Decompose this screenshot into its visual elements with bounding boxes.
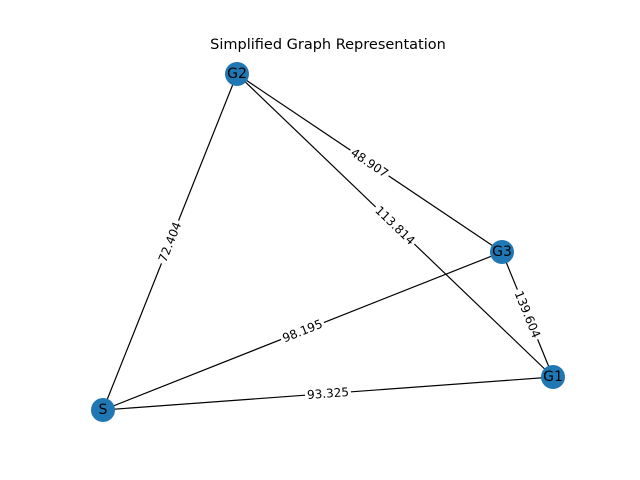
chart-title: Simplified Graph Representation (210, 37, 446, 53)
node-label: S (99, 402, 108, 418)
edge-label-background (370, 201, 420, 250)
node-g1: G1 (541, 365, 565, 389)
edge-label-group: 93.325 (304, 383, 352, 404)
edge-label-g3-g1: 139.604 (512, 289, 544, 340)
node-circle (541, 365, 565, 389)
edge-label-g2-g3: 48.907 (348, 145, 391, 180)
edge-label-background (509, 286, 546, 343)
edge-label-g2-g1: 113.814 (372, 203, 418, 247)
edge-label-background (278, 315, 327, 347)
node-label: G3 (492, 244, 512, 260)
node-g2: G2 (225, 62, 249, 86)
edge-label-background (304, 383, 352, 404)
node-label: G2 (227, 66, 247, 82)
node-circle (225, 62, 249, 86)
edge-label-background (154, 217, 186, 267)
edge-label-group: 113.814 (370, 201, 420, 250)
edge-label-group: 48.907 (345, 143, 394, 183)
nodes-layer: S G1 G2 G3 (91, 62, 565, 422)
edge-label-group: 98.195 (278, 315, 327, 347)
node-label: G1 (543, 369, 563, 385)
node-s: S (91, 398, 115, 422)
edge-label-s-g1: 93.325 (307, 385, 350, 402)
node-circle (490, 240, 514, 264)
node-g3: G3 (490, 240, 514, 264)
edge-label-s-g2: 72.404 (156, 220, 185, 264)
edge-label-group: 139.604 (509, 286, 546, 343)
edge-label-group: 72.404 (154, 217, 186, 267)
node-circle (91, 398, 115, 422)
edge-label-s-g3: 98.195 (280, 317, 324, 345)
edge-label-background (345, 143, 394, 183)
